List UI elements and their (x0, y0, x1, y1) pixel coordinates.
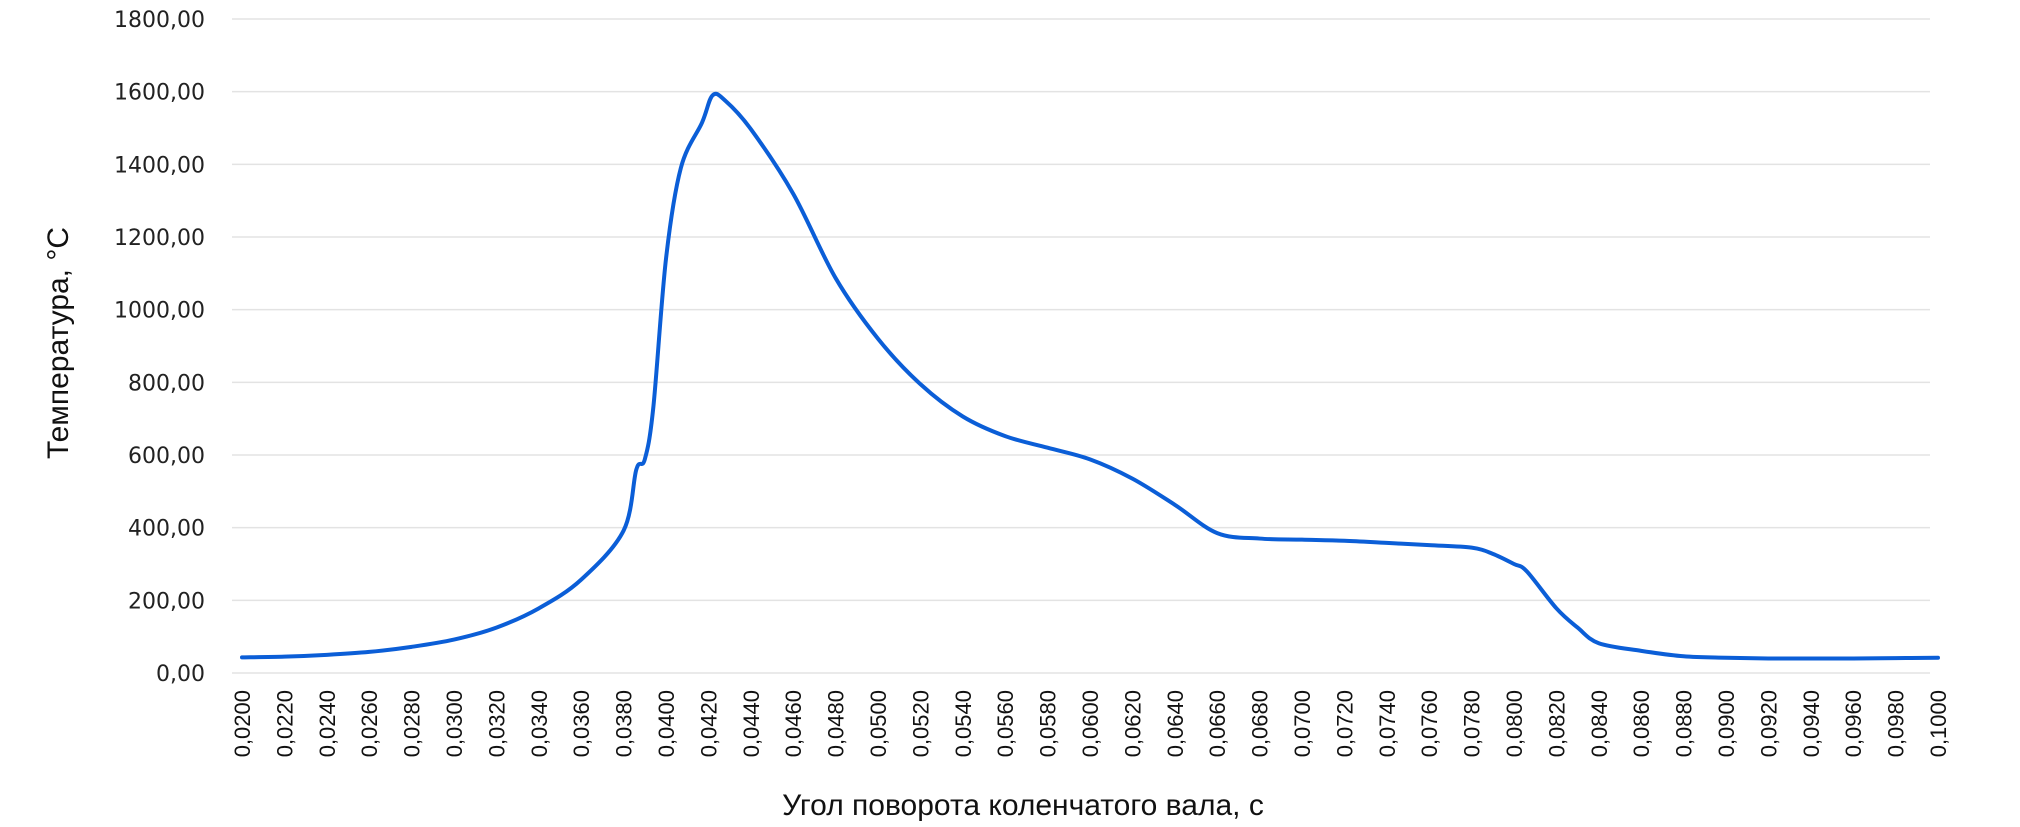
x-tick-label: 0,1000 (1926, 690, 1951, 757)
x-tick-label: 0,0700 (1290, 690, 1315, 757)
x-tick-label: 0,0200 (230, 690, 255, 757)
y-tick-label: 200,00 (128, 589, 205, 614)
x-tick-label: 0,0960 (1841, 690, 1866, 757)
x-tick-label: 0,0560 (993, 690, 1018, 757)
y-tick-label: 1800,00 (114, 8, 205, 33)
x-tick-label: 0,0380 (612, 690, 637, 757)
y-tick-label: 800,00 (128, 371, 205, 396)
x-tick-label: 0,0860 (1629, 690, 1654, 757)
x-tick-label: 0,0900 (1714, 690, 1739, 757)
x-tick-label: 0,0260 (357, 690, 382, 757)
y-axis-title: Температура, °С (42, 227, 75, 459)
y-tick-label: 1200,00 (114, 226, 205, 251)
x-tick-label: 0,0340 (527, 690, 552, 757)
x-tick-label: 0,0500 (866, 690, 891, 757)
x-tick-label: 0,0240 (315, 690, 340, 757)
x-tick-label: 0,0580 (1036, 690, 1061, 757)
x-tick-label: 0,0280 (400, 690, 425, 757)
x-tick-label: 0,0440 (739, 690, 764, 757)
grid-lines (232, 18, 1930, 674)
x-tick-label: 0,0720 (1332, 690, 1357, 757)
x-tick-label: 0,0740 (1375, 690, 1400, 757)
x-tick-label: 0,0540 (951, 690, 976, 757)
series-line (240, 91, 1940, 661)
y-axis-ticks: 0,00 200,00 400,00 600,00 800,00 1000,00 1200,… (114, 8, 205, 687)
x-tick-label: 0,0980 (1884, 690, 1909, 757)
y-tick-label: 1600,00 (114, 81, 205, 106)
y-tick-label: 1400,00 (114, 153, 205, 178)
x-tick-label: 0,0680 (1248, 690, 1273, 757)
x-axis-ticks: 0,0200 0,0220 0,0240 0,0260 0,0280 0,0300 0,03… (230, 690, 1951, 757)
x-tick-label: 0,0420 (696, 690, 721, 757)
y-tick-label: 600,00 (128, 444, 205, 469)
x-tick-label: 0,0220 (272, 690, 297, 757)
x-tick-label: 0,0840 (1587, 690, 1612, 757)
x-tick-label: 0,0760 (1417, 690, 1442, 757)
x-tick-label: 0,0360 (569, 690, 594, 757)
x-tick-label: 0,0620 (1120, 690, 1145, 757)
y-tick-label: 0,00 (156, 662, 205, 687)
x-tick-label: 0,0820 (1544, 690, 1569, 757)
x-tick-label: 0,0660 (1205, 690, 1230, 757)
x-tick-label: 0,0300 (442, 690, 467, 757)
x-axis-title: Угол поворота коленчатого вала, с (782, 789, 1264, 822)
x-tick-label: 0,0320 (484, 690, 509, 757)
y-tick-label: 400,00 (128, 517, 205, 542)
x-tick-label: 0,0780 (1460, 690, 1485, 757)
x-tick-label: 0,0460 (781, 690, 806, 757)
x-tick-label: 0,0880 (1672, 690, 1697, 757)
x-tick-label: 0,0640 (1163, 690, 1188, 757)
x-tick-label: 0,0520 (908, 690, 933, 757)
y-tick-label: 1000,00 (114, 299, 205, 324)
x-tick-label: 0,0400 (654, 690, 679, 757)
x-tick-label: 0,0480 (824, 690, 849, 757)
x-tick-label: 0,0800 (1502, 690, 1527, 757)
x-tick-label: 0,0600 (1078, 690, 1103, 757)
x-tick-label: 0,0940 (1799, 690, 1824, 757)
x-tick-label: 0,0920 (1756, 690, 1781, 757)
